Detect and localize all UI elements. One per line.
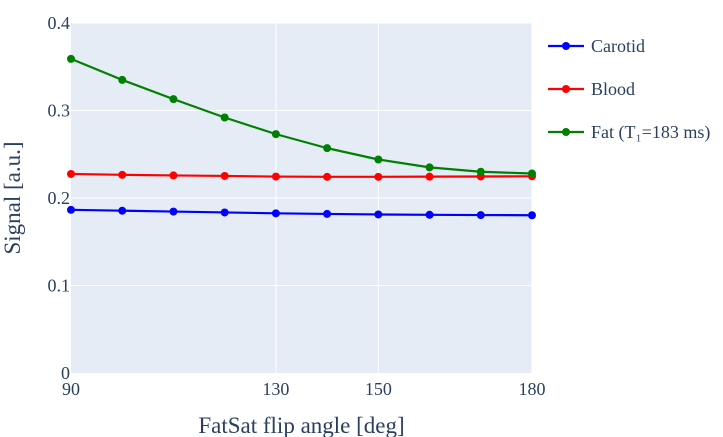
data-point <box>425 172 434 181</box>
y-tick-label: 0.4 <box>48 13 71 33</box>
data-point <box>67 54 75 63</box>
series-fat <box>67 54 536 178</box>
legend-item[interactable]: Carotid <box>548 36 645 56</box>
legend-label: Blood <box>591 79 635 99</box>
y-tick-label: 0.2 <box>48 188 71 208</box>
data-point <box>476 167 485 176</box>
y-tick-label: 0.1 <box>48 276 71 296</box>
legend-label: Fat (T₁=183 ms) <box>591 122 710 143</box>
data-point <box>220 208 229 217</box>
data-point <box>169 207 178 216</box>
y-tick-label: 0.3 <box>48 101 71 121</box>
series-carotid <box>67 205 536 220</box>
x-tick-label: 90 <box>62 379 80 399</box>
data-point <box>476 211 485 220</box>
x-tick-label: 130 <box>262 379 289 399</box>
data-point <box>271 130 280 139</box>
x-axis-title: FatSat flip angle [deg] <box>198 413 404 437</box>
data-point <box>118 206 127 215</box>
grid-lines <box>71 22 533 373</box>
legend[interactable]: Carotid Blood Fat (T₁=183 ms) <box>548 36 710 143</box>
data-point <box>528 211 536 220</box>
data-point <box>323 144 332 153</box>
data-point <box>118 170 127 179</box>
y-axis-title: Signal [a.u.] <box>0 141 25 254</box>
data-point <box>374 172 383 181</box>
legend-label: Carotid <box>591 36 645 56</box>
data-point <box>67 205 75 214</box>
legend-item[interactable]: Blood <box>548 79 635 99</box>
series-line <box>70 172 533 178</box>
data-point <box>220 171 229 180</box>
series-line <box>70 208 533 217</box>
series-layer <box>67 54 536 220</box>
x-tick-labels: 90 130 150 180 <box>62 379 546 399</box>
series-line <box>70 57 533 175</box>
data-point <box>425 210 434 219</box>
data-point <box>271 209 280 218</box>
data-point <box>528 169 536 178</box>
legend-marker <box>562 42 570 50</box>
data-point <box>67 169 75 178</box>
y-tick-label: 0 <box>61 363 70 383</box>
x-tick-label: 180 <box>519 379 546 399</box>
data-point <box>323 209 332 218</box>
data-point <box>374 155 383 164</box>
data-point <box>323 172 332 181</box>
legend-item[interactable]: Fat (T₁=183 ms) <box>548 122 710 143</box>
data-point <box>425 163 434 172</box>
series-blood <box>67 169 536 181</box>
data-point <box>118 75 127 84</box>
x-tick-label: 150 <box>365 379 392 399</box>
data-point <box>169 171 178 180</box>
y-tick-labels: 0 0.1 0.2 0.3 0.4 <box>48 13 71 383</box>
data-point <box>169 95 178 104</box>
data-point <box>374 210 383 219</box>
legend-marker <box>562 128 570 136</box>
legend-marker <box>562 85 570 93</box>
data-point <box>271 172 280 181</box>
data-point <box>220 113 229 122</box>
